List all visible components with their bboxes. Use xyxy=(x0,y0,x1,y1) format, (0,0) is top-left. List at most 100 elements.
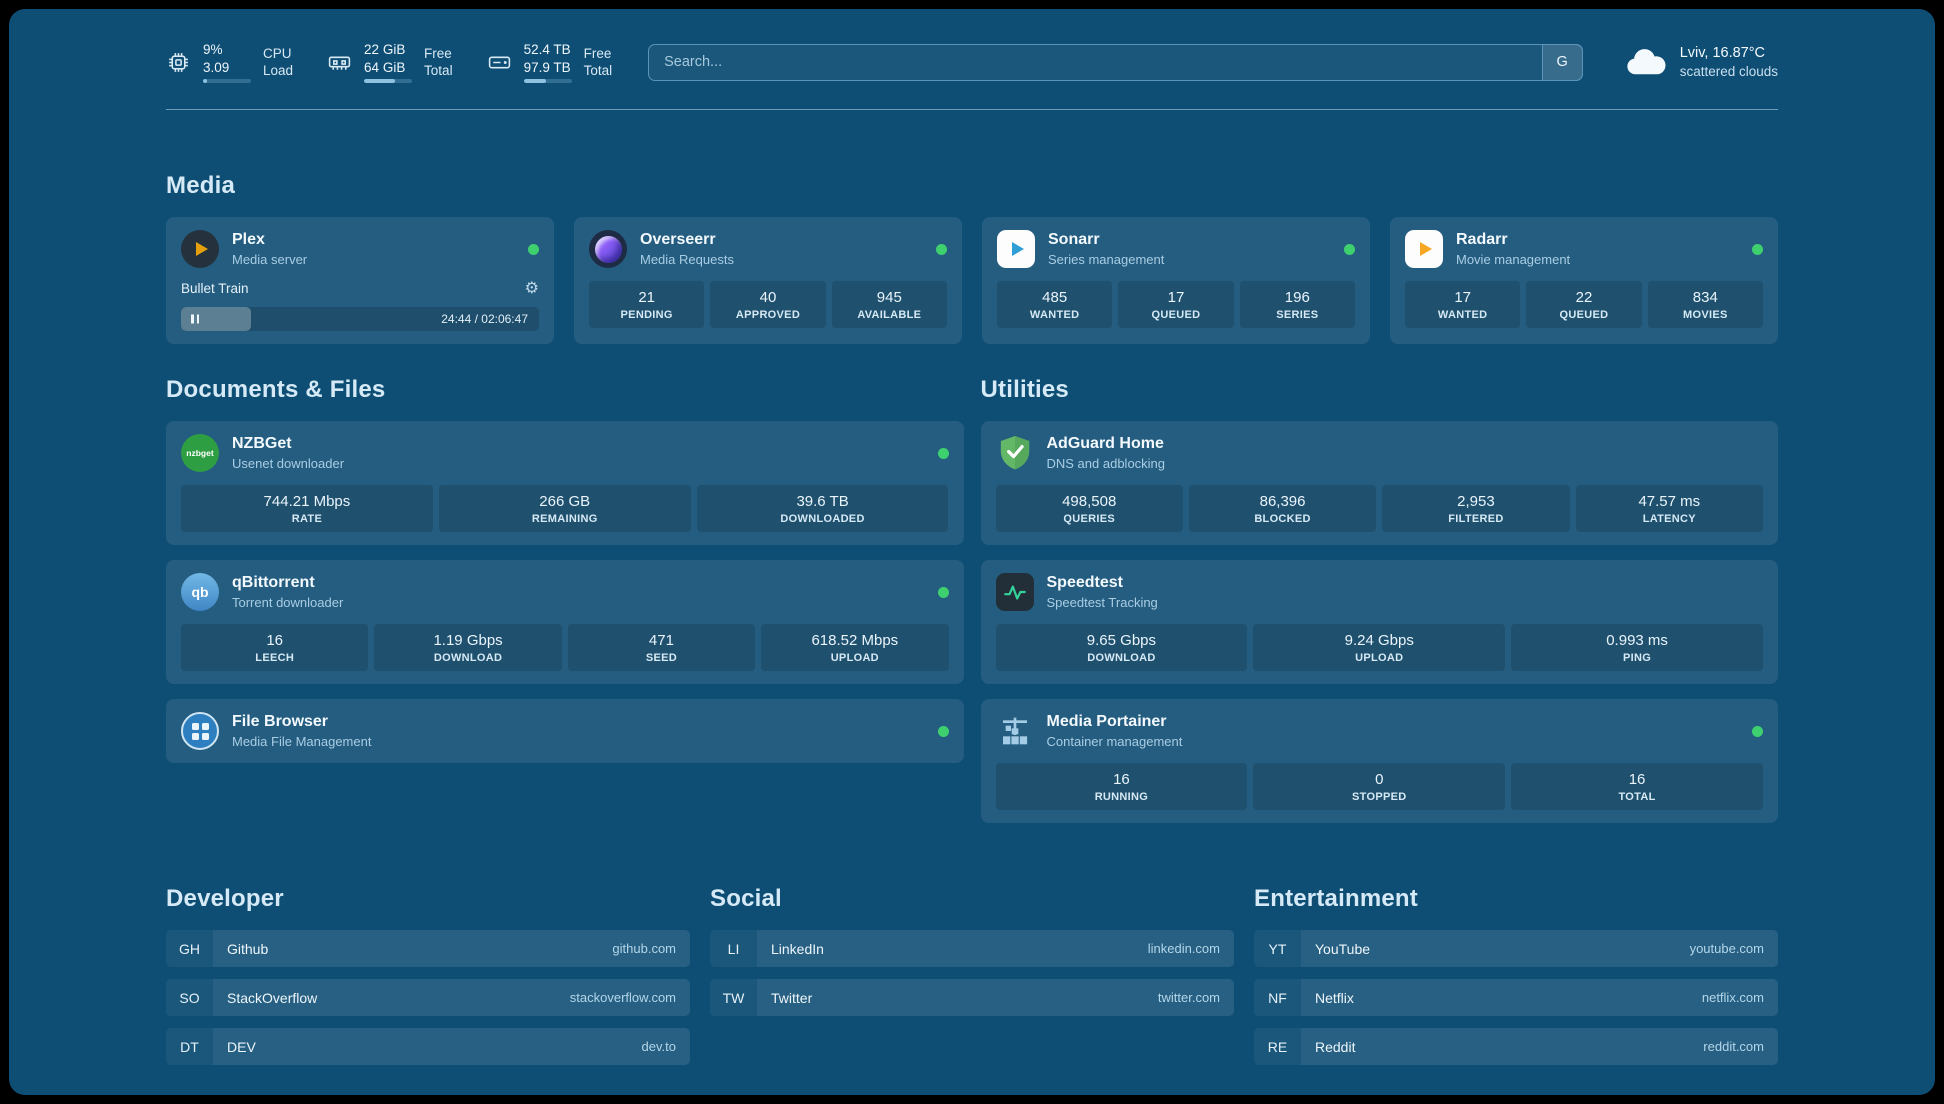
portainer-card[interactable]: Media Portainer Container management 16 … xyxy=(980,699,1778,824)
memory-label-top: Free xyxy=(424,45,452,61)
bookmark-twitter[interactable]: TW Twitter twitter.com xyxy=(710,979,1234,1017)
qbittorrent-card[interactable]: qb qBittorrent Torrent downloader 16 LEE… xyxy=(166,560,964,685)
entertainment-section-title: Entertainment xyxy=(1254,885,1418,913)
stat-upload: 9.24 Gbps UPLOAD xyxy=(1253,624,1506,672)
bookmark-abbr: YT xyxy=(1254,930,1301,968)
search-input[interactable] xyxy=(648,43,1583,81)
bookmark-stackoverflow[interactable]: SO StackOverflow stackoverflow.com xyxy=(166,979,690,1017)
bookmark-abbr: RE xyxy=(1254,1028,1301,1066)
stat-stopped: 0 STOPPED xyxy=(1253,763,1506,811)
bookmark-youtube[interactable]: YT YouTube youtube.com xyxy=(1254,930,1778,968)
plex-card[interactable]: Plex Media server Bullet Train ⚙ 24:44 /… xyxy=(166,217,554,345)
bookmark-github[interactable]: GH Github github.com xyxy=(166,930,690,968)
dashboard: 9% 3.09 CPU Load xyxy=(9,9,1935,1095)
bookmark-url: stackoverflow.com xyxy=(569,990,676,1006)
card-subtitle: Series management xyxy=(1048,252,1165,268)
card-title: AdGuard Home xyxy=(1046,435,1164,453)
adguard-shield-icon xyxy=(996,434,1034,472)
bookmark-name: StackOverflow xyxy=(227,989,318,1006)
social-bookmarks: Social LI LinkedIn linkedin.com TW Twitt… xyxy=(710,885,1234,1065)
bookmark-name: Github xyxy=(227,940,269,957)
bookmark-url: reddit.com xyxy=(1703,1039,1764,1055)
disk-widget: 52.4 TB 97.9 TB Free Total xyxy=(487,41,612,84)
bookmark-name: Twitter xyxy=(771,989,813,1006)
card-subtitle: Media Requests xyxy=(640,252,734,268)
card-subtitle: Media File Management xyxy=(232,734,372,750)
card-subtitle: Media server xyxy=(232,252,308,268)
weather-cloud-icon xyxy=(1627,49,1666,75)
playback-time: 24:44 / 02:06:47 xyxy=(441,312,528,327)
memory-progress-fill xyxy=(364,79,396,84)
weather-location: Lviv, 16.87°C xyxy=(1679,44,1766,61)
stat-running: 16 RUNNING xyxy=(995,763,1248,811)
bookmark-name: LinkedIn xyxy=(771,940,824,957)
bookmark-abbr: GH xyxy=(166,930,213,968)
disk-progress-bar xyxy=(523,79,572,84)
stat-downloaded: 39.6 TB DOWNLOADED xyxy=(696,485,949,533)
bookmark-url: twitter.com xyxy=(1157,990,1220,1006)
overseerr-card[interactable]: Overseerr Media Requests 21 PENDING 40 A… xyxy=(574,217,962,345)
status-dot xyxy=(936,243,947,255)
developer-bookmarks: Developer GH Github github.com SO StackO… xyxy=(166,885,690,1066)
bookmark-abbr: SO xyxy=(166,979,213,1017)
cpu-progress-fill xyxy=(203,79,208,84)
radarr-card[interactable]: Radarr Movie management 17 WANTED 22 QUE… xyxy=(1390,217,1778,345)
filebrowser-card[interactable]: File Browser Media File Management xyxy=(166,699,964,764)
bookmark-netflix[interactable]: NF Netflix netflix.com xyxy=(1254,979,1778,1017)
filebrowser-icon xyxy=(181,712,219,751)
status-dot xyxy=(1752,243,1763,255)
stat-movies: 834 MOVIES xyxy=(1647,281,1763,329)
stat-download: 1.19 Gbps DOWNLOAD xyxy=(374,624,562,672)
cpu-label-bottom: Load xyxy=(263,63,294,79)
stat-pending: 21 PENDING xyxy=(589,281,705,329)
disk-progress-fill xyxy=(523,79,546,84)
stat-filtered: 2,953 FILTERED xyxy=(1382,485,1570,533)
disk-label-top: Free xyxy=(583,45,612,61)
card-title: NZBGet xyxy=(232,435,292,453)
settings-gear-icon[interactable]: ⚙ xyxy=(524,280,539,298)
top-bar: 9% 3.09 CPU Load xyxy=(166,9,1778,84)
sonarr-icon xyxy=(997,230,1035,269)
bookmark-dev[interactable]: DT DEV dev.to xyxy=(166,1028,690,1066)
portainer-crane-icon xyxy=(996,712,1034,750)
nzbget-card[interactable]: nzbget NZBGet Usenet downloader 744.21 M… xyxy=(166,421,964,546)
bookmark-name: YouTube xyxy=(1315,940,1371,957)
stat-wanted: 485 WANTED xyxy=(997,281,1113,329)
bookmark-linkedin[interactable]: LI LinkedIn linkedin.com xyxy=(710,930,1234,968)
disk-free: 52.4 TB xyxy=(523,42,571,57)
adguard-card[interactable]: AdGuard Home DNS and adblocking 498,508 … xyxy=(980,421,1778,546)
stat-rate: 744.21 Mbps RATE xyxy=(181,485,433,533)
media-section-title: Media xyxy=(166,172,236,200)
card-title: Media Portainer xyxy=(1046,713,1167,731)
disk-icon xyxy=(488,56,510,69)
search-bar: G xyxy=(648,43,1583,81)
stat-total: 16 TOTAL xyxy=(1511,763,1763,811)
bookmarks: Developer GH Github github.com SO StackO… xyxy=(166,885,1778,1095)
stat-seed: 471 SEED xyxy=(567,624,756,672)
card-title: Plex xyxy=(232,231,265,249)
status-dot xyxy=(1344,243,1355,255)
bookmark-reddit[interactable]: RE Reddit reddit.com xyxy=(1254,1028,1778,1066)
stat-leech: 16 LEECH xyxy=(181,624,369,672)
bookmark-url: dev.to xyxy=(641,1039,676,1055)
cpu-percent: 9% xyxy=(203,42,223,57)
stat-upload: 618.52 Mbps UPLOAD xyxy=(761,624,949,672)
speedtest-card[interactable]: Speedtest Speedtest Tracking 9.65 Gbps D… xyxy=(980,560,1778,685)
stat-queued: 22 QUEUED xyxy=(1526,281,1642,329)
memory-free: 22 GiB xyxy=(364,42,406,57)
playback-progress-bar[interactable]: 24:44 / 02:06:47 xyxy=(181,307,539,332)
cpu-load: 3.09 xyxy=(203,59,230,75)
memory-total: 64 GiB xyxy=(364,59,406,75)
status-dot xyxy=(937,586,949,598)
sonarr-card[interactable]: Sonarr Series management 485 WANTED 17 Q… xyxy=(982,217,1370,345)
stat-ping: 0.993 ms PING xyxy=(1511,624,1763,672)
cpu-label-top: CPU xyxy=(263,45,292,61)
search-engine-button[interactable]: G xyxy=(1541,43,1583,81)
memory-progress-bar xyxy=(364,79,413,84)
memory-icon xyxy=(328,56,351,70)
pause-icon[interactable] xyxy=(191,314,199,324)
status-dot xyxy=(1752,725,1763,737)
bookmark-name: Reddit xyxy=(1315,1038,1356,1055)
social-section-title: Social xyxy=(710,885,782,913)
bookmark-url: linkedin.com xyxy=(1147,941,1220,957)
